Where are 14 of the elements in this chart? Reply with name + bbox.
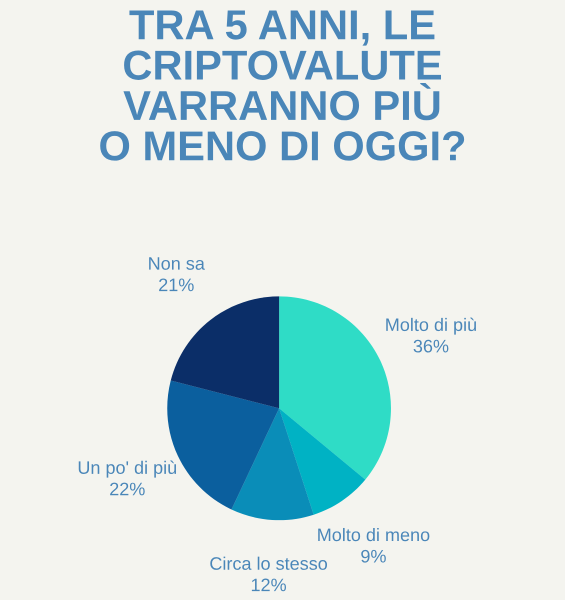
data-label: 22%: [110, 482, 145, 496]
data-label: 36%: [414, 340, 448, 353]
pie-slice: [170, 296, 280, 408]
slice-label: Molto di meno: [318, 528, 430, 542]
chart-title: TRA 5 ANNI, LE CRIPTOVALUTE VARRANNO PIÙ O MENO DI OGGI?: [100, 10, 464, 161]
slice-label: Un po' di più: [78, 460, 176, 478]
data-label: 9%: [361, 550, 386, 563]
slice-label: Non sa: [149, 257, 205, 270]
slice-label: Circa lo stesso: [210, 556, 328, 570]
pie-slice: [231, 408, 314, 520]
data-label: 12%: [252, 578, 286, 592]
data-label: 21%: [159, 278, 194, 292]
slice-label: Molto di più: [386, 318, 476, 335]
pie-slice: [279, 408, 366, 515]
